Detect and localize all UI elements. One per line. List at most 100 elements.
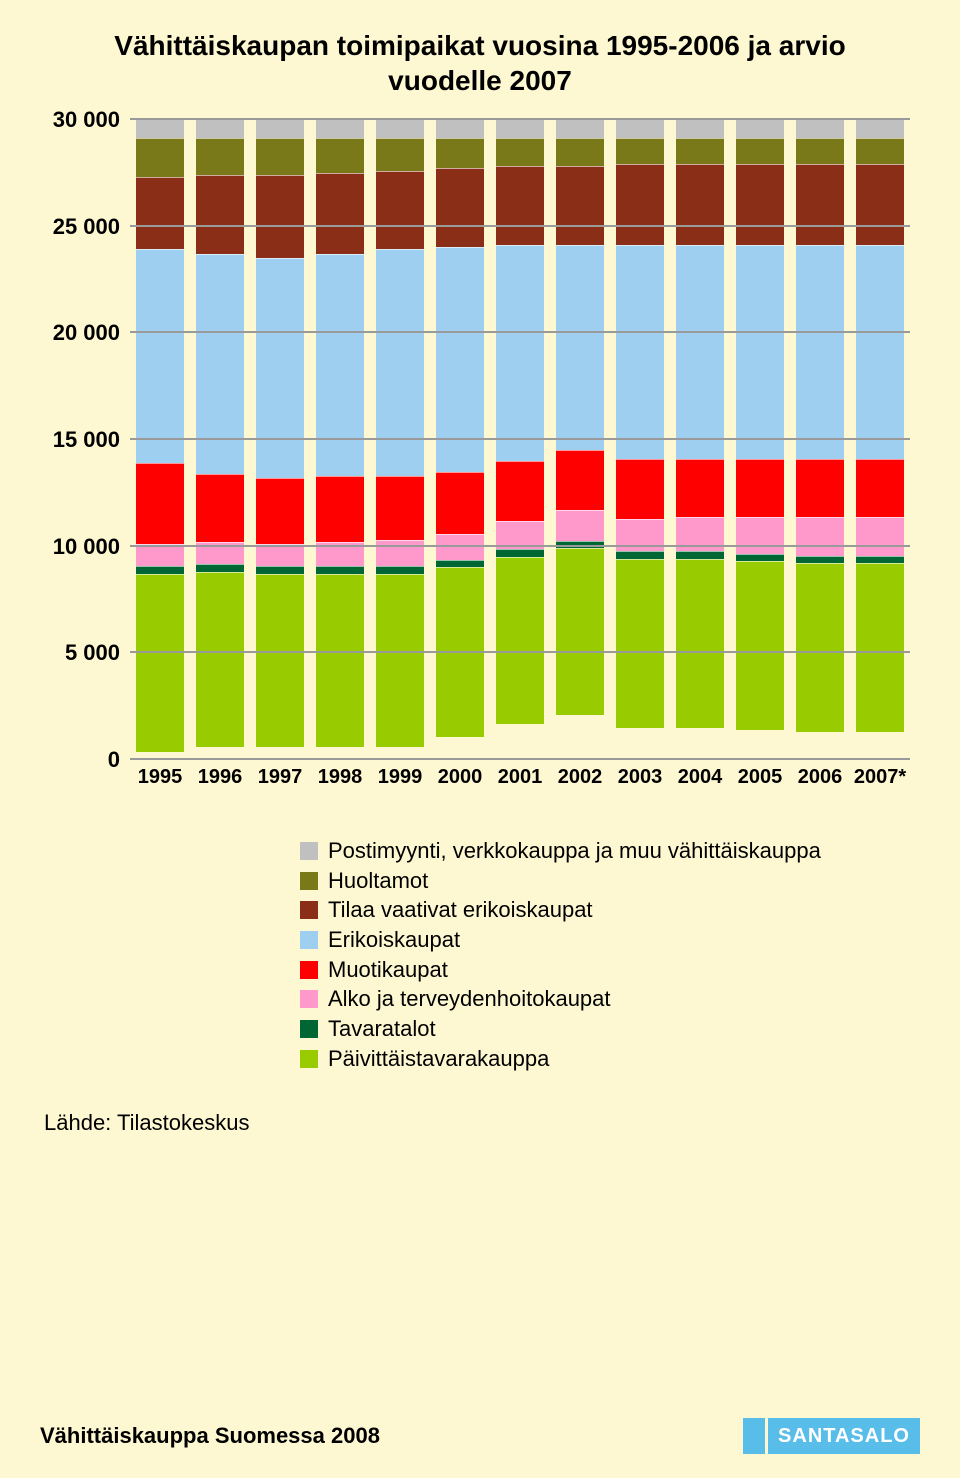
bar-segment-tilaa_vaativat	[736, 164, 784, 245]
x-tick-label: 2001	[490, 758, 550, 808]
y-tick-label: 0	[108, 747, 130, 773]
x-tick-label: 1997	[250, 758, 310, 808]
stacked-bar	[676, 118, 724, 728]
x-tick-label: 2005	[730, 758, 790, 808]
bar-segment-tavaratalot	[736, 554, 784, 561]
bar-segment-muotikaupat	[616, 459, 664, 519]
source-label: Lähde: Tilastokeskus	[44, 1110, 960, 1136]
logo-bar-icon	[743, 1418, 765, 1454]
page: Vähittäiskaupan toimipaikat vuosina 1995…	[0, 0, 960, 1478]
bar-segment-postimyynti	[136, 118, 184, 138]
bar-segment-muotikaupat	[856, 459, 904, 517]
bar-segment-muotikaupat	[496, 461, 544, 521]
legend-swatch-icon	[300, 931, 318, 949]
stacked-bar	[736, 118, 784, 730]
bar-segment-postimyynti	[856, 118, 904, 138]
stacked-bar	[136, 118, 184, 752]
bar-segment-postimyynti	[556, 118, 604, 138]
legend-item: Muotikaupat	[300, 955, 960, 985]
legend-label: Tavaratalot	[328, 1014, 436, 1044]
x-tick-label: 2002	[550, 758, 610, 808]
plot-region: 05 00010 00015 00020 00025 00030 000	[130, 118, 910, 758]
bar-segment-paivittaistavarakauppa	[796, 563, 844, 732]
bar-segment-tavaratalot	[256, 566, 304, 573]
bar-segment-tilaa_vaativat	[556, 166, 604, 245]
bar-segment-paivittaistavarakauppa	[556, 548, 604, 715]
legend-item: Erikoiskaupat	[300, 925, 960, 955]
stacked-bar	[436, 118, 484, 737]
bar-segment-alko	[436, 534, 484, 560]
x-axis-labels: 1995199619971998199920002001200220032004…	[130, 758, 910, 808]
bar-segment-tilaa_vaativat	[316, 173, 364, 254]
bar-segment-alko	[736, 517, 784, 554]
bar-segment-tilaa_vaativat	[496, 166, 544, 245]
legend-swatch-icon	[300, 842, 318, 860]
bar-segment-muotikaupat	[196, 474, 244, 542]
bar-segment-erikoiskaupat	[796, 245, 844, 459]
bar-segment-huoltamot	[736, 138, 784, 164]
bar-segment-tilaa_vaativat	[136, 177, 184, 250]
bar-segment-tavaratalot	[316, 566, 364, 573]
bar-segment-postimyynti	[436, 118, 484, 138]
bar-segment-erikoiskaupat	[736, 245, 784, 459]
bar-segment-erikoiskaupat	[256, 258, 304, 478]
legend: Postimyynti, verkkokauppa ja muu vähittä…	[300, 836, 960, 1074]
gridline: 30 000	[130, 118, 910, 120]
bar-segment-postimyynti	[616, 118, 664, 138]
y-tick-label: 5 000	[65, 640, 130, 666]
bar-segment-postimyynti	[256, 118, 304, 138]
bar-segment-huoltamot	[256, 138, 304, 175]
bar-segment-tavaratalot	[676, 551, 724, 558]
title-line-1: Vähittäiskaupan toimipaikat vuosina 1995…	[114, 30, 845, 61]
bar-segment-alko	[136, 544, 184, 566]
stacked-bar	[856, 118, 904, 732]
gridline: 20 000	[130, 331, 910, 333]
bar-segment-paivittaistavarakauppa	[316, 574, 364, 748]
bar-segment-postimyynti	[316, 118, 364, 138]
bar-segment-muotikaupat	[556, 450, 604, 510]
bar-segment-tavaratalot	[196, 564, 244, 571]
bar-segment-huoltamot	[856, 138, 904, 164]
y-tick-label: 20 000	[53, 320, 130, 346]
x-tick-label: 1998	[310, 758, 370, 808]
legend-swatch-icon	[300, 872, 318, 890]
bar-segment-erikoiskaupat	[856, 245, 904, 459]
bar-segment-huoltamot	[136, 138, 184, 177]
legend-swatch-icon	[300, 901, 318, 919]
bar-segment-erikoiskaupat	[376, 249, 424, 475]
bar-segment-paivittaistavarakauppa	[196, 572, 244, 748]
bar-segment-paivittaistavarakauppa	[256, 574, 304, 748]
legend-item: Päivittäistavarakauppa	[300, 1044, 960, 1074]
stacked-bar	[556, 118, 604, 715]
legend-label: Muotikaupat	[328, 955, 448, 985]
santasalo-logo: SANTASALO	[743, 1418, 920, 1454]
footer-title: Vähittäiskauppa Suomessa 2008	[40, 1423, 380, 1449]
legend-label: Alko ja terveydenhoitokaupat	[328, 984, 611, 1014]
bar-segment-tavaratalot	[796, 556, 844, 563]
x-tick-label: 1999	[370, 758, 430, 808]
bar-segment-tavaratalot	[856, 556, 904, 563]
chart-title: Vähittäiskaupan toimipaikat vuosina 1995…	[0, 0, 960, 108]
bar-segment-paivittaistavarakauppa	[496, 557, 544, 724]
gridline: 10 000	[130, 545, 910, 547]
bar-segment-postimyynti	[796, 118, 844, 138]
x-tick-label: 2006	[790, 758, 850, 808]
gridline: 5 000	[130, 651, 910, 653]
legend-label: Erikoiskaupat	[328, 925, 460, 955]
bar-segment-paivittaistavarakauppa	[676, 559, 724, 728]
gridline: 25 000	[130, 225, 910, 227]
bar-segment-paivittaistavarakauppa	[136, 574, 184, 752]
x-tick-label: 2007*	[850, 758, 910, 808]
legend-label: Päivittäistavarakauppa	[328, 1044, 549, 1074]
bar-segment-tilaa_vaativat	[856, 164, 904, 245]
bar-segment-muotikaupat	[136, 463, 184, 544]
stacked-bar	[496, 118, 544, 724]
legend-swatch-icon	[300, 1020, 318, 1038]
legend-swatch-icon	[300, 1050, 318, 1068]
x-tick-label: 1995	[130, 758, 190, 808]
bar-segment-huoltamot	[496, 138, 544, 166]
bar-segment-tilaa_vaativat	[376, 171, 424, 250]
x-tick-label: 2004	[670, 758, 730, 808]
title-line-2: vuodelle 2007	[388, 65, 572, 96]
bar-segment-alko	[796, 517, 844, 556]
